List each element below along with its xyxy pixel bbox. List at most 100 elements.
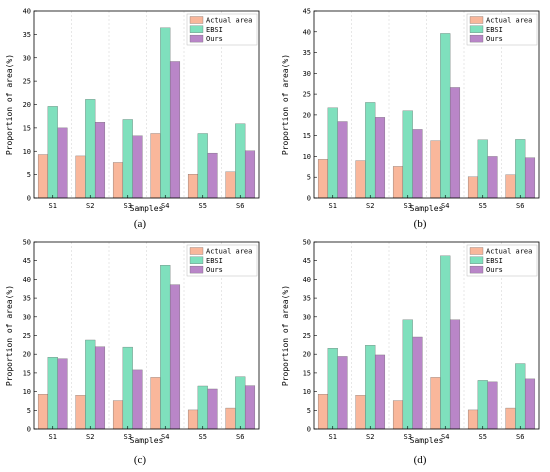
bar-ours-s6	[524, 157, 536, 199]
bar-actual-area-s1	[37, 394, 49, 430]
legend-swatch-ours	[189, 265, 204, 274]
y-tick-label: 25	[23, 78, 31, 86]
bar-actual-area-s1	[317, 394, 329, 430]
y-tick-label: 15	[303, 132, 311, 140]
y-tick-label: 25	[303, 332, 311, 340]
bar-actual-area-s4	[430, 140, 441, 199]
bar-ebsi-s1	[327, 107, 338, 199]
bar-ours-s3	[132, 369, 143, 430]
bar-ebsi-s2	[365, 102, 376, 199]
y-tick-label: 20	[23, 101, 31, 109]
bar-ours-s2	[94, 122, 106, 199]
x-tick-label: S3	[124, 202, 132, 210]
x-tick-label: S4	[441, 433, 449, 441]
bar-ebsi-s5	[477, 139, 488, 199]
y-tick-label: 15	[303, 369, 311, 377]
y-tick-label: 50	[23, 239, 31, 247]
x-tick-label: S4	[161, 433, 169, 441]
legend-swatch-actual-area	[189, 16, 204, 24]
legend-swatch-ebsi	[469, 256, 484, 264]
y-tick-label: 50	[303, 239, 311, 247]
legend-swatch-ebsi	[469, 25, 484, 33]
bar-actual-area-s3	[392, 166, 404, 199]
y-tick-label: 15	[23, 124, 31, 132]
bar-ebsi-s4	[440, 33, 451, 199]
bar-ebsi-s3	[122, 119, 133, 199]
bar-ebsi-s3	[402, 110, 413, 199]
legend-label-actual-area: Actual area	[206, 248, 252, 256]
x-tick-label: S1	[49, 202, 57, 210]
bar-ebsi-s2	[365, 345, 376, 430]
bar-actual-area-s5	[187, 409, 199, 430]
x-tick-label: S4	[161, 202, 169, 210]
x-tick-label: S2	[366, 202, 374, 210]
bar-ours-s3	[412, 129, 423, 199]
bar-ours-s4	[169, 284, 181, 430]
bar-ours-s5	[487, 381, 498, 430]
y-tick-label: 5	[27, 407, 31, 415]
y-tick-label: 35	[23, 31, 31, 39]
bar-actual-area-s3	[112, 162, 124, 199]
bar-actual-area-s4	[430, 377, 441, 430]
y-tick-label: 45	[303, 8, 311, 16]
bar-ours-s4	[449, 87, 461, 199]
legend-swatch-ebsi	[189, 25, 204, 33]
x-tick-label: S2	[366, 433, 374, 441]
bar-actual-area-s4	[150, 377, 161, 430]
bar-ours-s4	[449, 319, 461, 430]
bar-ours-s6	[524, 378, 536, 430]
y-tick-label: 10	[23, 388, 31, 396]
legend-label-ebsi: EBSI	[486, 26, 503, 34]
bar-ebsi-s4	[160, 265, 171, 430]
legend-swatch-ours	[469, 265, 484, 274]
chart-panel-a: 0 5 10 15 20 25 30 35 40 S1 S2 S3 S4 S5 S6 Samples Propo…	[5, 8, 260, 230]
panel-caption: (a)	[134, 218, 147, 230]
bar-actual-area-s5	[467, 176, 479, 199]
x-tick-label: S1	[329, 202, 337, 210]
bar-ebsi-s4	[160, 27, 171, 199]
bar-ours-s5	[487, 156, 498, 199]
bar-actual-area-s6	[505, 174, 516, 199]
bar-ours-s2	[374, 117, 386, 199]
bar-ours-s6	[244, 150, 256, 199]
y-tick-label: 40	[23, 8, 31, 16]
legend-swatch-actual-area	[189, 247, 204, 255]
bar-actual-area-s1	[37, 154, 49, 199]
bar-ours-s5	[207, 388, 218, 430]
panel-caption: (b)	[414, 218, 427, 230]
bar-ours-s3	[132, 135, 143, 199]
bar-actual-area-s2	[75, 395, 86, 430]
legend-label-ours: Ours	[206, 35, 223, 43]
x-axis-title: Samples	[410, 204, 444, 213]
bar-ours-s3	[412, 336, 423, 430]
bar-ebsi-s3	[122, 346, 133, 430]
x-tick-label: S1	[49, 433, 57, 441]
bar-ours-s4	[169, 61, 181, 199]
legend-label-actual-area: Actual area	[486, 248, 532, 256]
x-tick-label: S3	[404, 202, 412, 210]
y-tick-label: 15	[23, 369, 31, 377]
bar-ours-s2	[374, 354, 386, 430]
bar-ours-s1	[337, 121, 348, 199]
legend-swatch-ours	[469, 34, 484, 43]
y-tick-label: 45	[303, 257, 311, 265]
y-tick-label: 45	[23, 257, 31, 265]
bar-actual-area-s3	[112, 400, 124, 430]
bar-actual-area-s2	[355, 160, 366, 199]
x-tick-label: S3	[124, 433, 132, 441]
y-tick-label: 20	[303, 351, 311, 359]
bar-actual-area-s6	[225, 171, 236, 199]
x-tick-label: S5	[479, 202, 487, 210]
legend-label-actual-area: Actual area	[486, 17, 532, 25]
y-tick-label: 0	[307, 426, 311, 434]
chart-panel-c: 0 5 10 15 20 25 30 35 40 45 50 S1 S2 S3 S4 S5 S6 Samples P…	[5, 239, 260, 466]
bar-ebsi-s5	[477, 380, 488, 430]
y-tick-label: 5	[307, 407, 311, 415]
legend-swatch-actual-area	[469, 247, 484, 255]
y-tick-label: 40	[303, 276, 311, 284]
bar-ebsi-s6	[235, 123, 246, 199]
x-tick-label: S5	[199, 433, 207, 441]
legend-label-ours: Ours	[486, 266, 503, 274]
